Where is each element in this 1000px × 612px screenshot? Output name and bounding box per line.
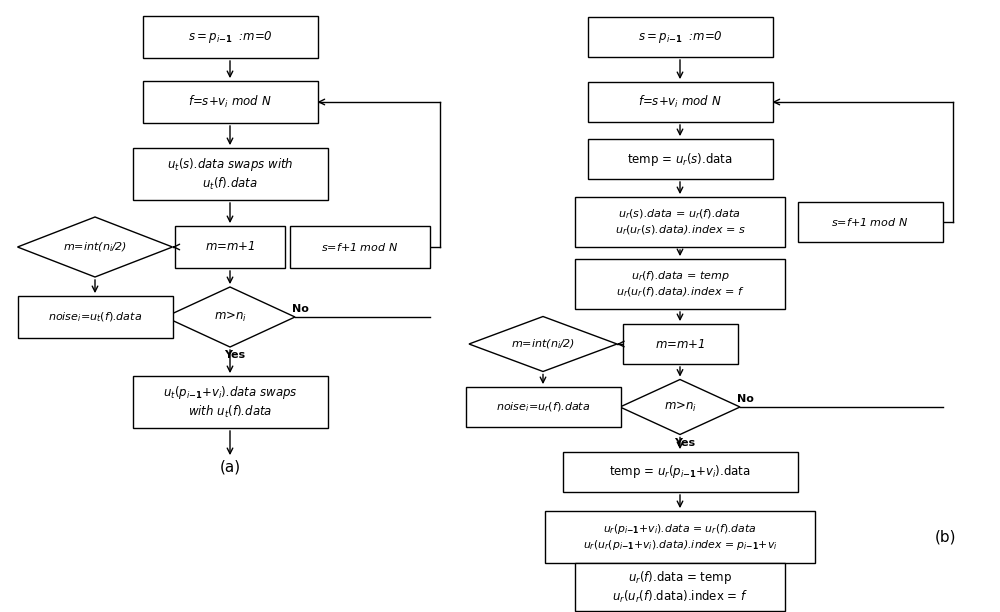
Text: $m$>$n_i$: $m$>$n_i$ (214, 310, 246, 324)
FancyBboxPatch shape (588, 139, 772, 179)
FancyBboxPatch shape (545, 511, 815, 563)
Text: $s=p_{i\mathbf{-1}}$  :$m$=0: $s=p_{i\mathbf{-1}}$ :$m$=0 (638, 29, 722, 45)
Text: $m$=int($n_i$/2): $m$=int($n_i$/2) (63, 240, 127, 254)
FancyBboxPatch shape (575, 259, 785, 309)
Text: $u_r(f)$.data = temp
$u_r(u_r(f)$.data).index = $f$: $u_r(f)$.data = temp $u_r(u_r(f)$.data).… (612, 569, 748, 605)
Text: Yes: Yes (224, 350, 246, 360)
FancyBboxPatch shape (290, 226, 430, 268)
Text: $u_r(p_{i\mathbf{-1}}$+$v_i)$.data = $u_r(f)$.data
$u_r(u_r(p_{i\mathbf{-1}}$+$v: $u_r(p_{i\mathbf{-1}}$+$v_i)$.data = $u_… (583, 522, 777, 552)
Text: $u_r(f)$.data = temp
$u_r(u_r(f)$.data).index = $f$: $u_r(f)$.data = temp $u_r(u_r(f)$.data).… (616, 269, 744, 299)
Text: No: No (292, 304, 308, 314)
FancyBboxPatch shape (798, 202, 942, 242)
Text: $u_t(s)$.data swaps with
$u_t(f)$.data: $u_t(s)$.data swaps with $u_t(f)$.data (167, 156, 293, 192)
Text: $s=p_{i\mathbf{-1}}$  :$m$=0: $s=p_{i\mathbf{-1}}$ :$m$=0 (188, 29, 272, 45)
FancyBboxPatch shape (466, 387, 620, 427)
Text: $f$=$s$+$v_i$ mod $N$: $f$=$s$+$v_i$ mod $N$ (188, 94, 272, 110)
Polygon shape (469, 316, 617, 371)
Text: No: No (737, 394, 753, 404)
FancyBboxPatch shape (132, 376, 328, 428)
FancyBboxPatch shape (575, 197, 785, 247)
FancyBboxPatch shape (18, 296, 173, 338)
Text: $s$=$f$+1 mod $N$: $s$=$f$+1 mod $N$ (831, 216, 909, 228)
Polygon shape (165, 287, 295, 347)
FancyBboxPatch shape (622, 324, 738, 364)
FancyBboxPatch shape (575, 563, 785, 611)
Text: $m$=int($n_i$/2): $m$=int($n_i$/2) (511, 337, 575, 351)
Polygon shape (620, 379, 740, 435)
Text: Yes: Yes (674, 438, 696, 447)
Text: $noise_i$=$u_r(f)$.data: $noise_i$=$u_r(f)$.data (496, 400, 590, 414)
FancyBboxPatch shape (143, 16, 318, 58)
FancyBboxPatch shape (588, 82, 772, 122)
FancyBboxPatch shape (588, 17, 772, 57)
Text: $u_r(s)$.data = $u_r(f)$.data
$u_r(u_r(s)$.data).index = $s$: $u_r(s)$.data = $u_r(f)$.data $u_r(u_r(s… (615, 207, 745, 237)
Text: (b): (b) (934, 529, 956, 545)
Text: temp = $u_r(p_{i\mathbf{-1}}$+$v_i)$.data: temp = $u_r(p_{i\mathbf{-1}}$+$v_i)$.dat… (609, 463, 751, 480)
FancyBboxPatch shape (562, 452, 798, 492)
FancyBboxPatch shape (132, 148, 328, 200)
Text: $m$=$m$+1: $m$=$m$+1 (205, 241, 255, 253)
FancyBboxPatch shape (143, 81, 318, 123)
FancyBboxPatch shape (175, 226, 285, 268)
Text: $noise_i$=$u_t(f)$.data: $noise_i$=$u_t(f)$.data (48, 310, 142, 324)
Text: $m$>$n_i$: $m$>$n_i$ (664, 400, 696, 414)
Text: (a): (a) (219, 460, 241, 474)
Text: $m$=$m$+1: $m$=$m$+1 (655, 337, 705, 351)
Text: $f$=$s$+$v_i$ mod $N$: $f$=$s$+$v_i$ mod $N$ (638, 94, 722, 110)
Text: $u_t(p_{i\mathbf{-1}}$+$v_i)$.data swaps
with $u_t(f)$.data: $u_t(p_{i\mathbf{-1}}$+$v_i)$.data swaps… (163, 384, 297, 420)
Text: temp = $u_r(s)$.data: temp = $u_r(s)$.data (627, 151, 733, 168)
Text: $s$=$f$+1 mod $N$: $s$=$f$+1 mod $N$ (321, 241, 399, 253)
Polygon shape (18, 217, 173, 277)
